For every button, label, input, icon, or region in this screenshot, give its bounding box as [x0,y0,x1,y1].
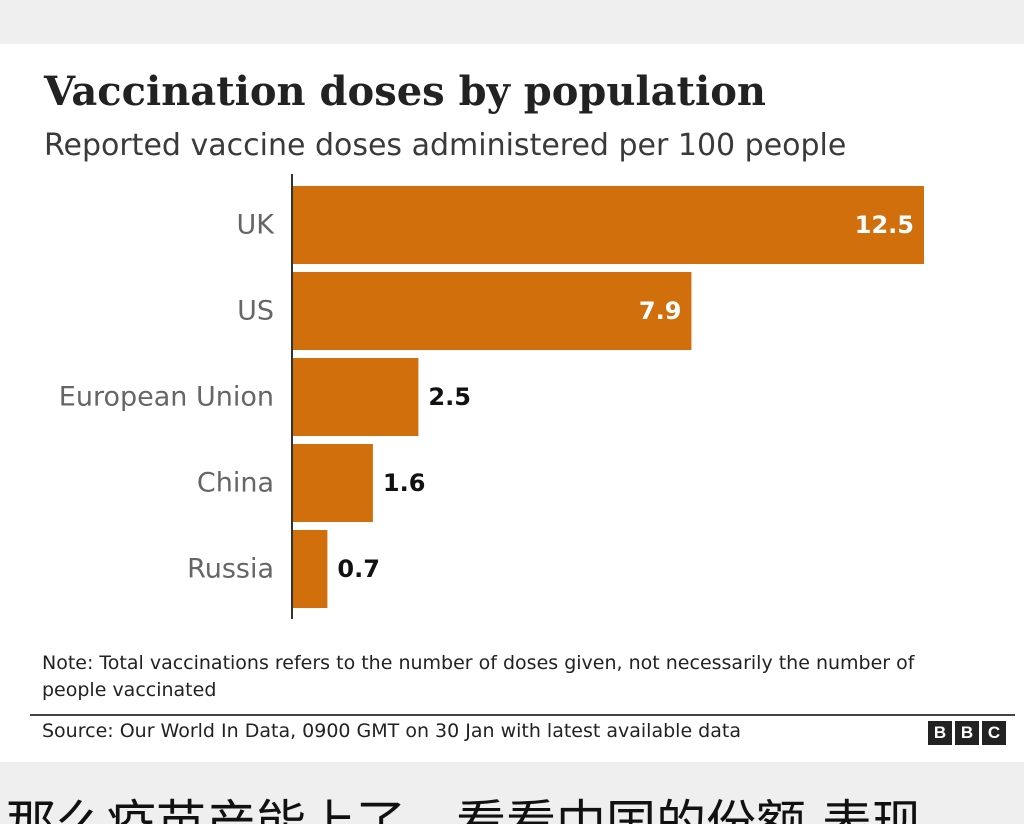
chart-subtitle: Reported vaccine doses administered per … [44,128,847,163]
category-label: US [237,296,274,327]
value-label: 0.7 [337,555,380,583]
category-label: China [197,468,274,499]
bbc-logo-letter: C [982,721,1006,745]
bbc-logo-letter: B [928,721,952,745]
source-text: Source: Our World In Data, 0900 GMT on 3… [42,720,741,742]
footer-divider [30,714,1015,716]
chart-card: Vaccination doses by population Reported… [0,44,1024,762]
bar-chart: UK 12.5 US 7.9 European Union 2.5 China 1.6 Russ… [59,174,924,619]
bar-european-union [292,358,419,436]
caption-text: 那么疫苗产能上了，看看中国的份额 表现 [6,795,922,824]
chart-title: Vaccination doses by population [44,68,766,115]
value-label: 12.5 [855,211,914,239]
chart-note: Note: Total vaccinations refers to the n… [42,652,915,701]
bar-us [292,272,692,350]
bbc-logo: B B C [928,721,1006,745]
bbc-logo-letter: B [955,721,979,745]
bar-uk [292,186,924,264]
category-label: UK [237,210,276,241]
category-label: European Union [59,382,274,413]
value-label: 2.5 [428,383,471,411]
bar-china [292,444,373,522]
value-label: 1.6 [383,469,426,497]
value-label: 7.9 [639,297,682,325]
category-label: Russia [187,554,274,585]
bar-russia [292,530,328,608]
caption-strip: 那么疫苗产能上了，看看中国的份额 表现 [0,770,1024,824]
